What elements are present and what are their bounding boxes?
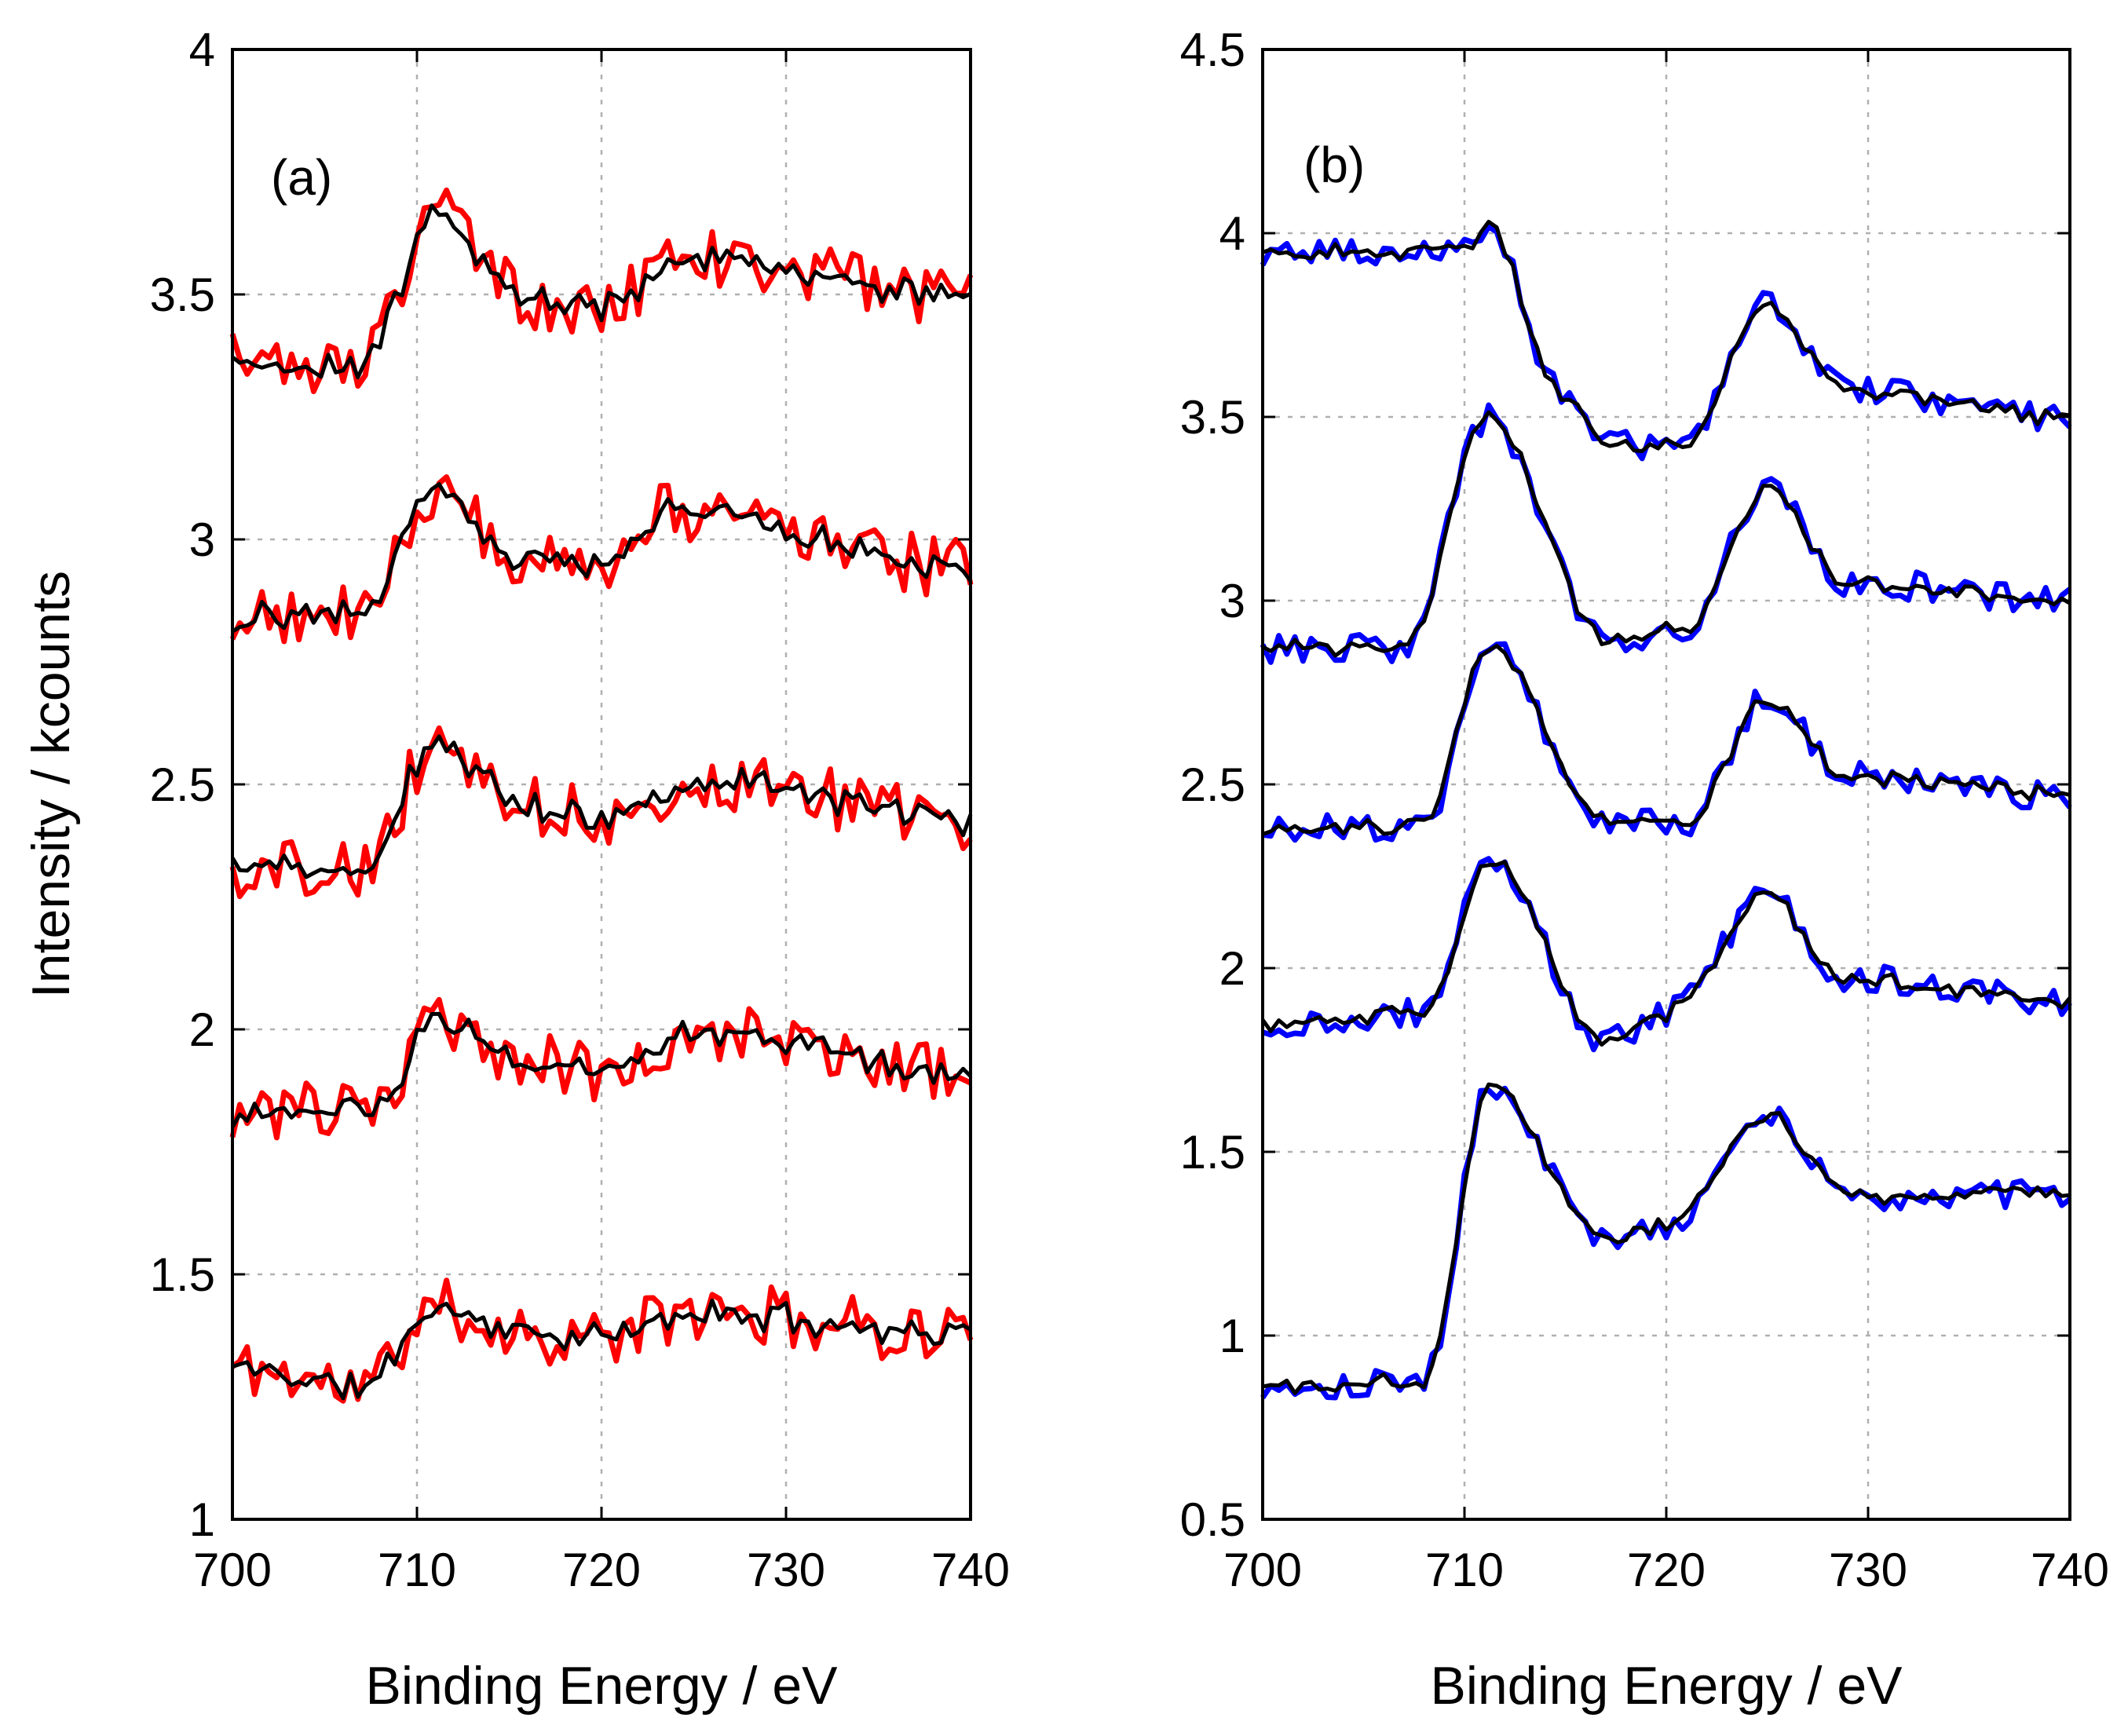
y-tick-label: 3.5	[150, 269, 215, 321]
y-tick-label: 1.5	[150, 1248, 215, 1301]
series-raw-a2	[229, 996, 972, 1141]
panel-a: 700 710 720 730 740 1 1.5 2 2.5 3 3.5 4 Binding Ener…	[21, 24, 1010, 1716]
series-raw-a3	[229, 725, 973, 900]
x-tick-label: 700	[193, 1544, 272, 1596]
x-tick-label: 720	[1627, 1544, 1706, 1596]
y-tick-label: 2	[1219, 942, 1245, 995]
y-tick-label: 1.5	[1180, 1126, 1245, 1179]
y-axis-title: Intensity / kcounts	[21, 571, 81, 998]
x-tick-label: 740	[2031, 1544, 2109, 1596]
series-fit-a5	[231, 203, 972, 380]
y-tick-label: 4	[1219, 207, 1245, 260]
y-tick-label: 3	[189, 513, 215, 566]
x-tick-label: 710	[378, 1544, 456, 1596]
series-fit-b3	[1262, 644, 2071, 836]
y-tick-label: 3.5	[1180, 391, 1245, 444]
series-fit-b1	[1262, 1082, 2071, 1395]
y-tick-label: 2.5	[1180, 758, 1245, 811]
x-tick-label: 730	[1829, 1544, 1907, 1596]
series-fit-a2	[230, 1011, 972, 1128]
y-tick-label: 4	[189, 24, 215, 76]
y-tick-label: 1	[189, 1493, 215, 1546]
grid	[1263, 49, 2070, 1519]
x-tick-label: 700	[1223, 1544, 1302, 1596]
y-tick-label: 1	[1219, 1310, 1245, 1362]
series-fit-a3	[230, 734, 973, 879]
x-tick-label: 720	[562, 1544, 641, 1596]
y-tick-label: 2	[189, 1003, 215, 1056]
panel-label: (a)	[271, 149, 332, 206]
series-fit-b4	[1261, 410, 2071, 658]
series-group	[229, 187, 974, 1404]
grid	[232, 49, 971, 1519]
series-fit-a4	[231, 482, 973, 634]
x-tick-label: 730	[747, 1544, 825, 1596]
series-group	[1260, 219, 2072, 1401]
series-raw-b2	[1261, 856, 2072, 1053]
y-tick-label: 0.5	[1180, 1493, 1245, 1546]
y-tick-label: 2.5	[150, 758, 215, 811]
y-tick-label: 3	[1219, 575, 1245, 627]
x-axis-title: Binding Energy / eV	[1430, 1656, 1903, 1716]
x-tick-label: 710	[1425, 1544, 1504, 1596]
series-fit-b2	[1260, 860, 2071, 1047]
series-raw-a4	[229, 474, 974, 645]
panel-label: (b)	[1303, 137, 1365, 193]
series-fit-b5	[1262, 219, 2071, 453]
x-tick-label: 740	[931, 1544, 1010, 1596]
x-axis-title: Binding Energy / eV	[365, 1656, 838, 1716]
y-tick-label: 4.5	[1180, 24, 1245, 76]
panel-b: 700 710 720 730 740 0.5 1 1.5 2 2.5 3 3.5 4 4.5 Bindin…	[1180, 24, 2109, 1716]
series-fit-a1	[232, 1298, 972, 1401]
